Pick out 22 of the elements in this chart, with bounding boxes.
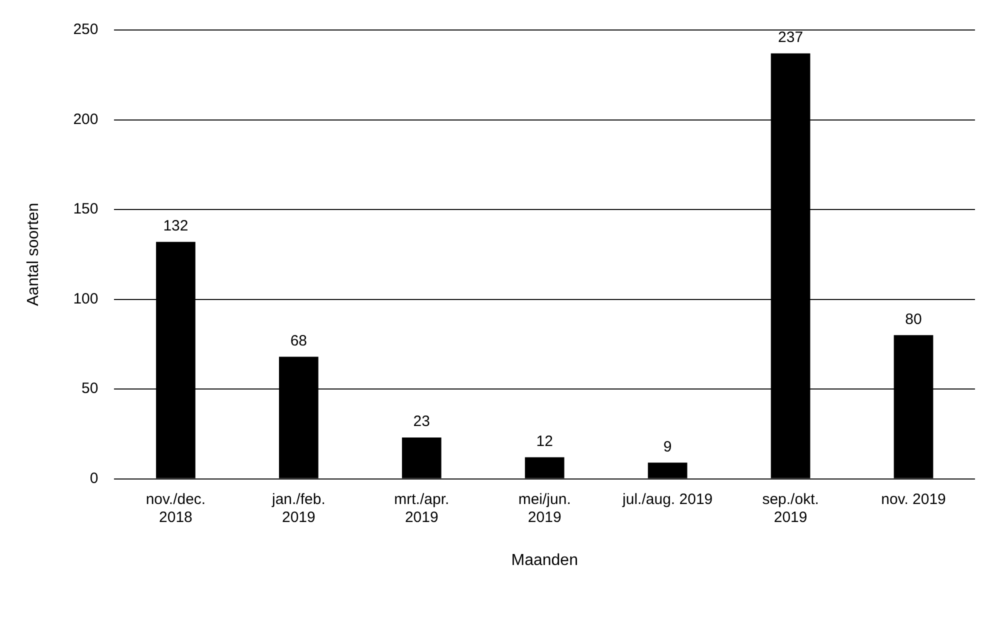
data-label: 23 bbox=[413, 413, 430, 430]
data-label: 80 bbox=[905, 310, 922, 328]
data-label: 9 bbox=[663, 438, 672, 456]
x-tick-label: jul./aug. 2019 bbox=[622, 490, 713, 508]
x-tick-label: nov./dec. 2018 bbox=[146, 490, 206, 526]
data-label: 132 bbox=[163, 217, 188, 234]
data-label: 237 bbox=[778, 28, 804, 46]
x-tick-label: mrt./apr. 2019 bbox=[394, 490, 450, 526]
y-tick-label: 200 bbox=[73, 110, 98, 128]
x-axis-title: Maanden bbox=[511, 552, 578, 569]
y-tick-label: 0 bbox=[90, 470, 98, 487]
x-tick-label: mei/jun. 2019 bbox=[518, 490, 571, 526]
data-label: 68 bbox=[290, 332, 308, 350]
x-tick-label: jan./feb. 2019 bbox=[270, 490, 326, 526]
y-axis-title: Aantal soorten bbox=[25, 202, 42, 306]
data-label: 12 bbox=[536, 432, 553, 450]
y-tick-label: 150 bbox=[73, 200, 98, 218]
y-tick-label: 50 bbox=[82, 380, 98, 398]
y-tick-label: 100 bbox=[73, 290, 98, 308]
x-tick-label: sep./okt. 2019 bbox=[762, 490, 819, 526]
x-tick-label: nov. 2019 bbox=[881, 490, 946, 508]
y-tick-label: 250 bbox=[73, 21, 98, 38]
